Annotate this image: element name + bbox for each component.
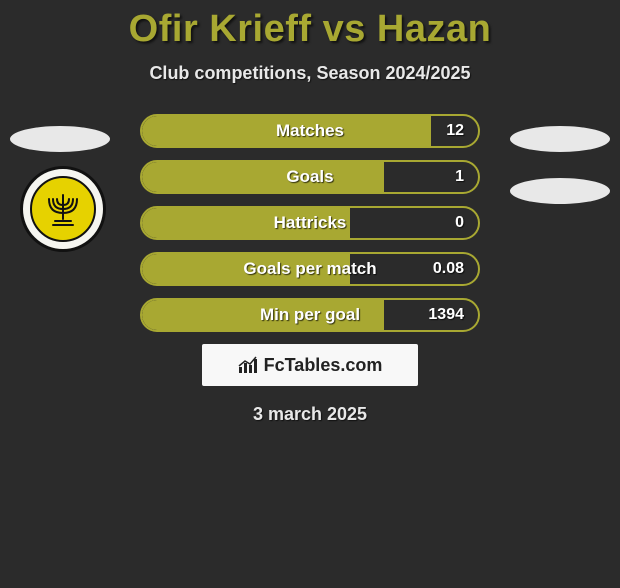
stat-row: Goals per match0.08 [140, 252, 480, 286]
club-crest [20, 166, 106, 252]
right-avatar-placeholder-2 [510, 178, 610, 204]
stat-label: Goals [142, 162, 478, 192]
stat-label: Hattricks [142, 208, 478, 238]
date-label: 3 march 2025 [0, 404, 620, 425]
chart-icon [238, 355, 258, 375]
page-title: Ofir Krieff vs Hazan [0, 8, 620, 51]
stats-list: Matches12 Goals1 Hattricks0 Goals per match… [140, 114, 480, 332]
stat-value: 12 [446, 116, 464, 146]
stat-label: Matches [142, 116, 478, 146]
club-crest-inner [30, 176, 96, 242]
stat-value: 1394 [428, 300, 464, 330]
fctables-badge[interactable]: FcTables.com [202, 344, 418, 386]
menorah-icon [43, 189, 83, 229]
stat-row: Matches12 [140, 114, 480, 148]
subtitle: Club competitions, Season 2024/2025 [0, 63, 620, 84]
stat-row: Min per goal1394 [140, 298, 480, 332]
stat-row: Goals1 [140, 160, 480, 194]
stat-row: Hattricks0 [140, 206, 480, 240]
right-avatar-placeholder-1 [510, 126, 610, 152]
left-avatar-placeholder [10, 126, 110, 152]
badge-label: FcTables.com [264, 355, 383, 376]
stat-label: Goals per match [142, 254, 478, 284]
stat-value: 0 [455, 208, 464, 238]
stat-value: 1 [455, 162, 464, 192]
stat-value: 0.08 [433, 254, 464, 284]
comparison-panel: Matches12 Goals1 Hattricks0 Goals per match… [0, 114, 620, 425]
